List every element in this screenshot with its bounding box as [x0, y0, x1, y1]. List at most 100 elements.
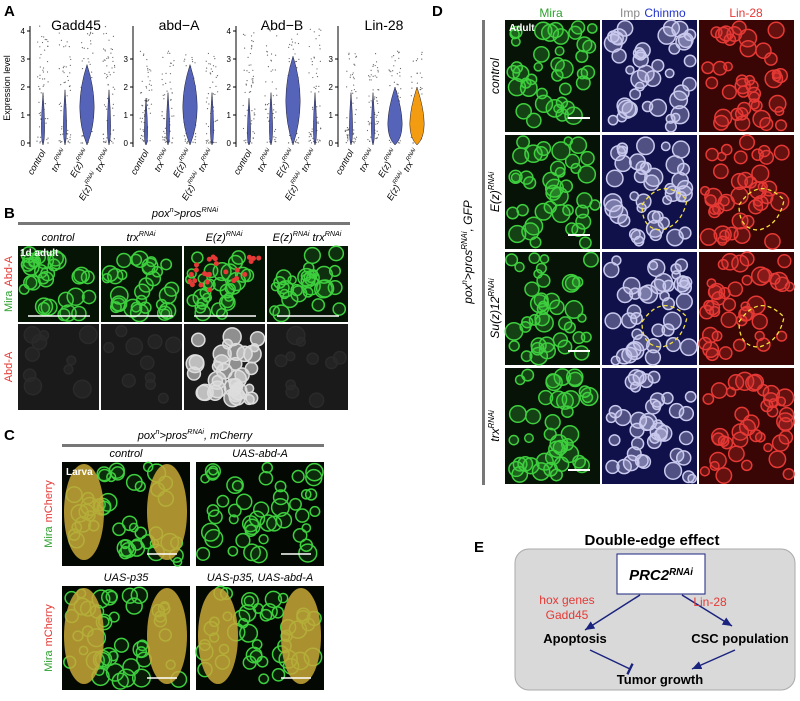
label-text: control	[129, 147, 152, 176]
cell	[726, 25, 743, 43]
cell-dot	[372, 64, 375, 66]
superscript: n	[155, 428, 159, 436]
cell-dot	[354, 113, 356, 116]
y-tick-label: 1	[21, 111, 26, 120]
cell	[659, 290, 670, 302]
cell-dot	[372, 89, 374, 91]
cell-dot	[173, 60, 175, 62]
panel-label: A	[4, 3, 15, 20]
micrograph	[18, 246, 99, 322]
cell-dot	[207, 52, 210, 55]
cell-dot	[313, 57, 315, 59]
cell-dot	[367, 120, 369, 123]
cell	[575, 75, 591, 91]
cell-dot	[374, 64, 376, 67]
cell	[523, 433, 534, 444]
cell-dot	[251, 142, 253, 144]
cell	[332, 350, 347, 365]
cell	[516, 135, 530, 150]
x-tick-label: trxRNAi	[48, 147, 70, 174]
genotype: poxn>prosRNAi, GFP	[460, 200, 475, 305]
cell	[158, 301, 177, 320]
cell-dot	[252, 75, 254, 77]
cell-dot	[65, 66, 67, 68]
cell-dot	[393, 65, 395, 67]
cell	[129, 303, 150, 323]
cell-dot	[313, 56, 315, 58]
cell-dot	[47, 118, 49, 120]
cell	[551, 69, 564, 82]
cell	[565, 222, 579, 236]
label-text: Abd-A	[3, 255, 15, 286]
superscript: RNAi	[361, 147, 373, 162]
cell-dot	[162, 139, 164, 141]
plot-title: Lin-28	[365, 17, 404, 33]
cell-dot	[397, 84, 399, 86]
cell-dot	[320, 29, 322, 31]
cell	[295, 508, 310, 523]
cell	[328, 264, 342, 278]
cell	[121, 373, 136, 388]
cell	[675, 293, 693, 311]
cell-dot	[61, 126, 63, 128]
cell-dot	[90, 31, 92, 33]
cell-dot	[352, 141, 355, 143]
superscript: RNAi	[487, 410, 496, 428]
cell	[549, 468, 563, 482]
cell-dot	[376, 137, 378, 140]
cell	[281, 290, 299, 309]
cell-dot	[410, 95, 412, 97]
cell-dot	[142, 105, 144, 107]
cell-dot	[369, 79, 371, 81]
cell	[509, 28, 520, 40]
cell-dot	[109, 139, 112, 141]
cell	[24, 346, 40, 362]
cell-dot	[355, 55, 358, 57]
y-tick-label: 4	[21, 27, 26, 36]
cell	[23, 376, 43, 396]
y-tick-label: 0	[227, 139, 232, 148]
cell	[249, 342, 260, 353]
column-label: E(z)RNAi	[206, 230, 243, 244]
cell	[773, 144, 790, 161]
cell-dot	[308, 131, 310, 134]
cell-dot	[110, 48, 112, 50]
cell	[782, 467, 795, 481]
cell	[551, 141, 571, 161]
cell-dot	[353, 142, 355, 144]
cell-dot	[172, 137, 174, 139]
cell-dot	[311, 64, 313, 66]
cell-dot	[60, 110, 62, 112]
cell-dot	[419, 72, 421, 74]
cell	[200, 522, 220, 542]
cell-dot	[275, 111, 277, 113]
cell	[610, 355, 621, 366]
cell	[553, 368, 572, 386]
cell-dot	[250, 64, 252, 66]
cell-dot	[250, 84, 253, 86]
cell	[48, 251, 67, 270]
header-bar	[482, 20, 485, 485]
cell-dot	[294, 53, 296, 55]
cell-dot	[346, 129, 348, 131]
cell-dot	[254, 108, 256, 110]
cell-dot	[139, 92, 142, 94]
label-text: E(z)	[376, 160, 393, 179]
cell	[717, 235, 728, 246]
cell-dot	[183, 135, 185, 137]
cell-dot	[194, 133, 197, 135]
cell-dot	[80, 142, 82, 144]
cell	[723, 33, 737, 47]
cell-dot	[370, 116, 372, 119]
micrograph	[505, 20, 600, 132]
cell-dot	[171, 142, 173, 144]
cell-dot	[169, 52, 171, 54]
outcome: CSC population	[691, 631, 789, 646]
cell-dot	[273, 109, 275, 111]
cell	[648, 260, 659, 271]
cell	[160, 258, 173, 271]
cell-dot	[47, 40, 49, 43]
cell-dot	[276, 35, 278, 37]
cell	[683, 54, 697, 68]
cell-dot	[90, 43, 92, 45]
